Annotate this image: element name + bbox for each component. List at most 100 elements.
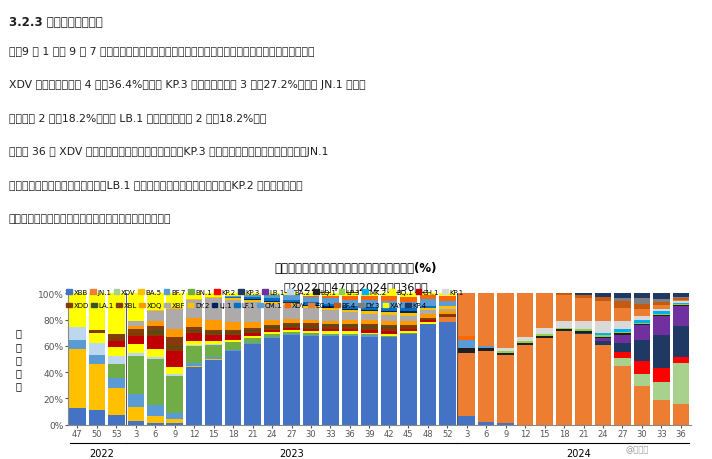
Bar [147,310,164,312]
Bar [478,346,495,348]
Bar [69,320,85,327]
Bar [634,299,650,304]
Bar [439,312,456,314]
Bar [283,296,300,300]
Bar [108,294,125,334]
Bar [459,349,475,353]
Bar [361,321,377,325]
Bar [244,294,261,296]
Bar [225,342,241,350]
Bar [283,319,300,323]
Bar [303,320,319,324]
Bar [342,334,358,335]
Bar [225,299,241,301]
Bar [361,311,377,314]
Bar [653,314,670,315]
Bar [263,325,281,327]
Bar [244,300,261,301]
Bar [69,294,85,320]
Bar [147,331,164,333]
Bar [498,348,514,352]
Bar [614,335,631,344]
Bar [614,329,631,332]
Bar [342,326,358,329]
Bar [459,336,475,340]
Bar [634,317,650,320]
Bar [517,343,533,345]
Bar [147,423,164,425]
Bar [186,333,202,341]
Bar [575,335,592,425]
Bar [614,344,631,353]
Bar [361,336,377,337]
Bar [323,325,339,327]
Bar [108,341,125,347]
Bar [323,294,339,296]
Bar [244,337,261,339]
Bar [381,327,397,329]
Bar [323,298,339,304]
Bar [205,298,222,299]
Bar [303,326,319,327]
Bar [283,335,300,336]
Bar [419,320,436,322]
Bar [634,341,650,361]
Text: 公共衛生化驗所新冠病毒樣本基因分型構成比(%): 公共衛生化驗所新冠病毒樣本基因分型構成比(%) [275,262,437,274]
Bar [575,294,592,296]
Bar [536,335,553,336]
Bar [186,327,202,330]
Legend: XDD, LA.1, XBL, XDQ, XBF, DY.2, LJ.1, LF.1, CM.1, XDY, EG.1, BF.4, DY.3, XAY, KP: XDD, LA.1, XBL, XDQ, XBF, DY.2, LJ.1, LF… [66,303,427,309]
Bar [342,324,358,325]
Bar [88,330,105,334]
Bar [108,347,125,356]
Bar [498,352,514,353]
Bar [225,297,241,298]
Bar [205,330,222,332]
Text: 第 36 周 XDV 型新冠病毒樣本比率較上周下降，KP.3 型新冠病毒樣本比率較上周上升，JN.1: 第 36 周 XDV 型新冠病毒樣本比率較上周下降，KP.3 型新冠病毒樣本比率… [9,146,328,157]
Bar [323,335,339,336]
Bar [225,351,241,425]
Bar [478,348,495,351]
Bar [323,310,339,321]
Bar [614,301,631,308]
Bar [381,331,397,335]
Bar [381,336,397,337]
Bar [69,408,85,425]
Bar [381,335,397,336]
Bar [419,294,436,296]
Bar [614,308,631,322]
Bar [342,329,358,331]
Bar [342,313,358,320]
Bar [575,330,592,331]
Bar [575,333,592,335]
Bar [653,302,670,306]
Bar [88,364,105,410]
Bar [225,301,241,322]
Bar [595,337,612,338]
Bar [361,326,377,327]
Bar [673,301,689,302]
Bar [614,333,631,335]
Bar [381,297,397,301]
Bar [186,341,202,346]
Bar [439,322,456,425]
Bar [263,338,281,425]
Bar [69,327,85,341]
Bar [342,331,358,334]
Bar [283,305,300,319]
Bar [127,333,144,336]
Bar [244,344,261,345]
Bar [205,336,222,341]
Bar [381,294,397,297]
Bar [127,321,144,326]
Bar [498,294,514,348]
Bar [225,298,241,299]
Bar [536,336,553,338]
Bar [283,328,300,330]
Bar [167,351,183,368]
Bar [614,332,631,333]
Bar [186,330,202,331]
Bar [400,308,417,312]
Bar [595,335,612,337]
Bar [244,323,261,329]
